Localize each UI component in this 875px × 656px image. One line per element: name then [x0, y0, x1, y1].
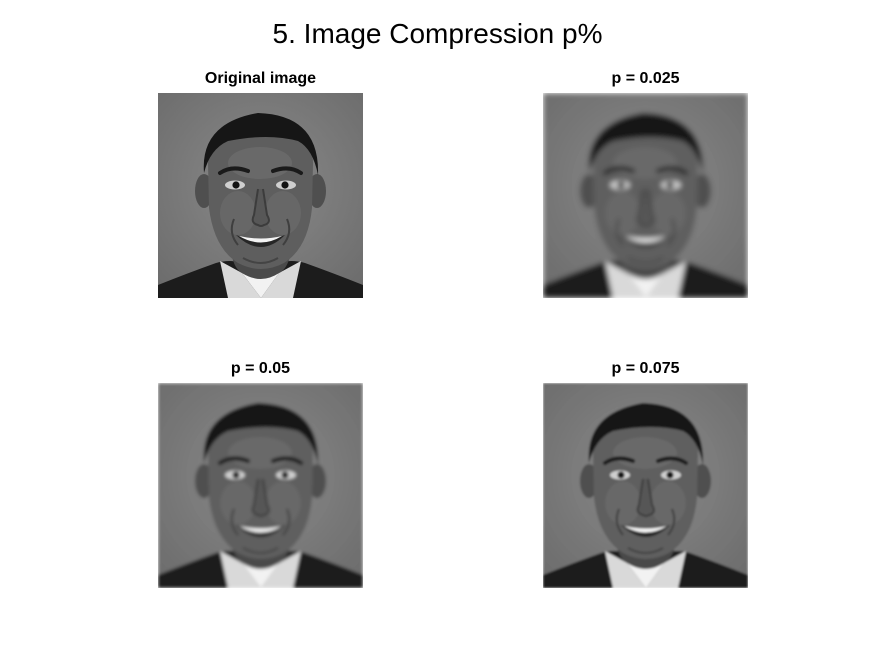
portrait-image: [158, 93, 363, 298]
portrait-image: [543, 93, 748, 298]
panel-title: p = 0.025: [611, 70, 680, 87]
portrait-image: [158, 383, 363, 588]
figure-title: 5. Image Compression p%: [272, 18, 603, 49]
panel-title: Original image: [204, 70, 317, 87]
panel-title: p = 0.075: [611, 360, 680, 377]
panel-title: p = 0.05: [230, 360, 291, 377]
portrait-image: [543, 383, 748, 588]
